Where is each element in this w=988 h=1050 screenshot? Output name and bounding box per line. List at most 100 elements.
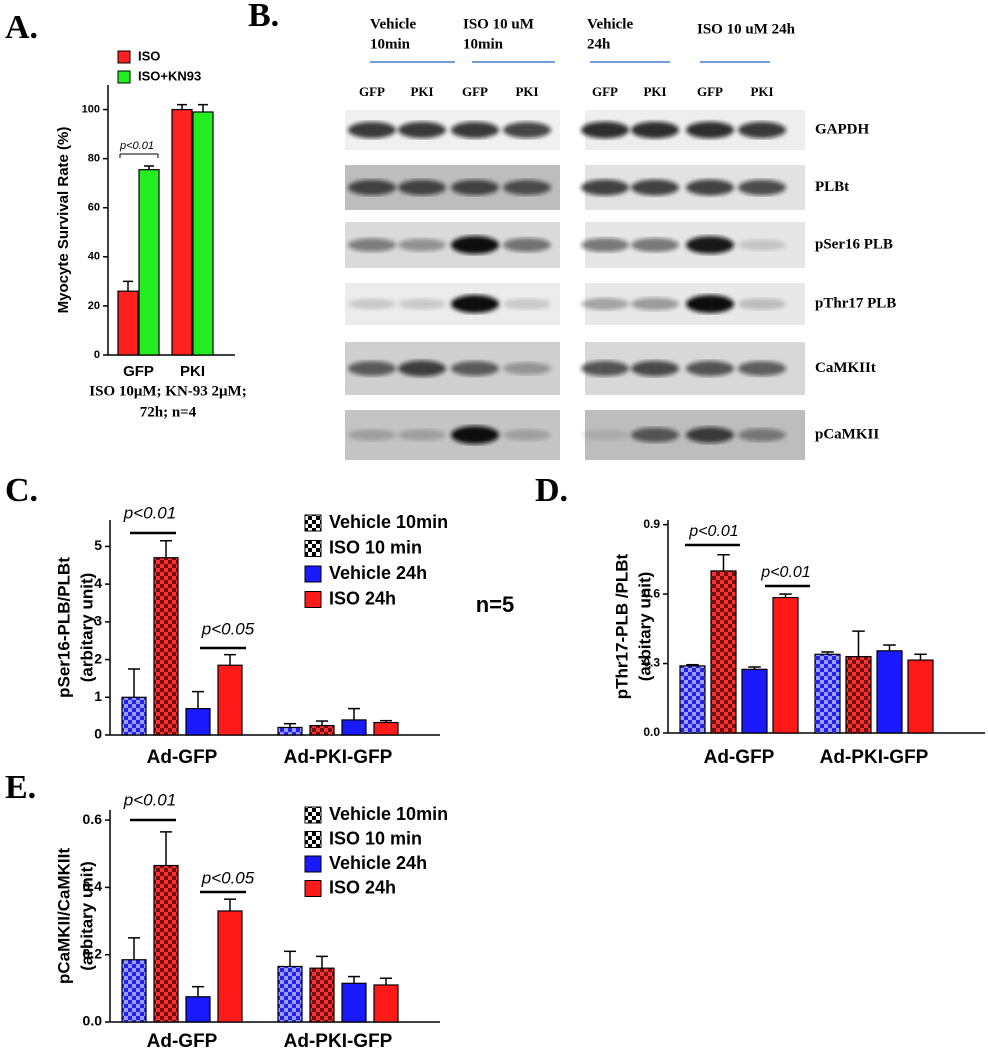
panel-label: C. <box>5 472 38 509</box>
annotation: p<0.01 <box>688 523 738 540</box>
legend-swatch <box>304 880 322 897</box>
blot-band <box>503 238 551 252</box>
x-tick-label: Ad-PKI-GFP <box>284 1031 393 1050</box>
band-label: pSer16 PLB <box>815 236 893 252</box>
blot-band <box>738 428 786 442</box>
group-label: 24h <box>587 36 611 52</box>
bar <box>341 982 367 1023</box>
legend-swatch <box>117 50 131 64</box>
blot-band <box>686 295 734 313</box>
y-axis-label: Myocyte Survival Rate (%) <box>55 127 72 314</box>
blot-band <box>581 238 629 252</box>
annotation: p<0.05 <box>201 619 255 638</box>
blot-band <box>631 179 679 196</box>
y-tick-label: 0 <box>94 349 100 361</box>
band-label: GAPDH <box>815 121 869 137</box>
y-tick-label: 4 <box>94 575 102 591</box>
blot-band <box>503 179 551 196</box>
bar <box>153 864 179 1023</box>
bar <box>185 707 211 736</box>
blot-band <box>348 298 396 310</box>
y-tick-label: 40 <box>88 251 100 263</box>
annotation: p<0.01 <box>760 564 810 581</box>
x-tick-label: Ad-PKI-GFP <box>820 747 929 768</box>
blot-band <box>686 236 734 254</box>
y-axis-label: pCaMKII/CaMKIIt <box>54 848 73 984</box>
bar <box>217 910 243 1023</box>
blot-band <box>738 179 786 196</box>
blot-band <box>581 360 629 377</box>
bar <box>121 959 147 1023</box>
legend-label: ISO 24h <box>329 588 396 608</box>
annotation: p<0.01 <box>123 790 176 809</box>
blot-band <box>631 121 679 139</box>
blot-band <box>451 179 499 196</box>
y-tick-label: 20 <box>88 300 100 312</box>
bar <box>772 596 799 734</box>
panel-label: D. <box>535 472 568 509</box>
blot-band <box>631 238 679 252</box>
lane-label: PKI <box>643 84 666 99</box>
y-tick-label: 60 <box>88 202 100 214</box>
annotation: p<0.01 <box>119 140 154 152</box>
bar <box>309 724 335 736</box>
group-label: Vehicle <box>587 16 633 32</box>
bar <box>907 659 934 734</box>
legend-swatch <box>304 514 322 532</box>
blot-band <box>631 297 679 311</box>
lane-label: GFP <box>592 84 618 99</box>
blot-band <box>631 360 679 377</box>
y-tick-label: 0.0 <box>83 1013 103 1029</box>
bar <box>171 108 193 356</box>
blot-band <box>348 361 396 376</box>
y-tick-label: 0.2 <box>83 945 103 961</box>
caption: 72h; n=4 <box>140 404 197 420</box>
bar <box>153 557 179 736</box>
y-tick-label: 100 <box>82 103 100 115</box>
blot-band <box>738 298 786 310</box>
bar <box>710 570 737 734</box>
panel-label: B. <box>248 0 279 34</box>
blot-band <box>503 298 551 310</box>
legend-swatch <box>304 540 322 557</box>
blot-band <box>451 426 499 444</box>
blot-band <box>738 239 786 251</box>
y-tick-label: 0.6 <box>83 811 103 827</box>
bar <box>845 655 872 734</box>
legend-label: ISO+KN93 <box>138 68 201 83</box>
bar <box>373 721 399 736</box>
blot-band <box>686 179 734 196</box>
bar <box>309 967 335 1023</box>
y-tick-label: 2 <box>94 650 102 666</box>
blot-band <box>631 427 679 443</box>
legend-label: ISO 24h <box>329 877 396 897</box>
blot-band <box>503 362 551 375</box>
band-label: pCaMKII <box>815 426 879 442</box>
blot-band <box>348 121 396 139</box>
blot-band <box>398 238 446 252</box>
y-tick-label: 0.6 <box>643 586 660 600</box>
group-label: Vehicle <box>370 16 416 32</box>
y-tick-label: 0.0 <box>643 725 660 739</box>
legend-label: ISO <box>138 48 160 63</box>
lane-label: GFP <box>697 84 723 99</box>
lane-label: GFP <box>359 84 385 99</box>
bar <box>876 650 903 734</box>
bar <box>277 965 303 1023</box>
legend-label: Vehicle 24h <box>329 563 427 583</box>
blot-band <box>738 121 786 139</box>
x-tick-label: Ad-PKI-GFP <box>284 747 393 768</box>
band-label: CaMKIIt <box>815 360 876 376</box>
blot-band <box>581 179 629 196</box>
blot-band <box>398 429 446 441</box>
band-label: pThr17 PLB <box>815 295 896 311</box>
y-axis-label: (arbitary unit) <box>77 861 96 971</box>
bar <box>277 726 303 736</box>
x-tick-label: Ad-GFP <box>147 1031 218 1050</box>
bar <box>117 290 139 356</box>
panel-label: A. <box>5 9 38 46</box>
blot-band <box>503 122 551 138</box>
x-tick-label: GFP <box>123 363 154 380</box>
